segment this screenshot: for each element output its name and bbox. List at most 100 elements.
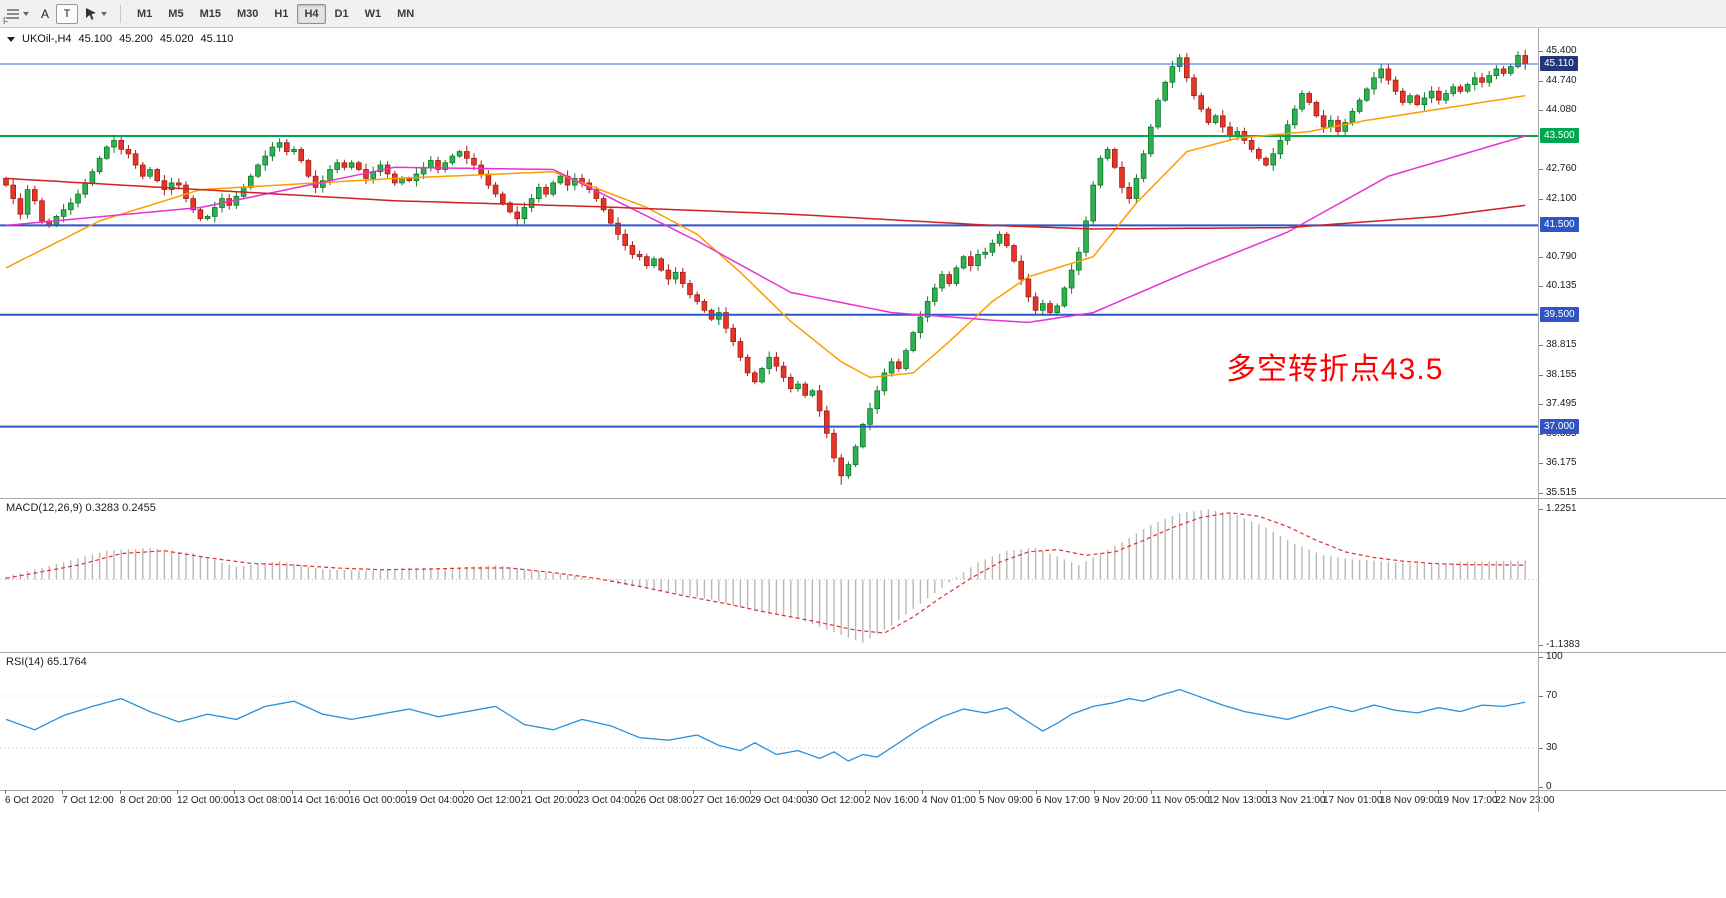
price-badge-43.500: 43.500: [1540, 128, 1579, 143]
ma-slow-red-line[interactable]: [5, 177, 1526, 230]
price-axis-label: 45.400: [1546, 45, 1577, 56]
chevron-down-icon: [101, 11, 108, 16]
price-axis-tick: [1539, 375, 1543, 376]
price-axis-label: 38.155: [1546, 369, 1577, 380]
time-axis-label: 8 Oct 20:00: [120, 795, 172, 806]
price-axis-tick: [1539, 81, 1543, 82]
price-axis-tick: [1539, 463, 1543, 464]
time-axis-label: 9 Nov 20:00: [1094, 795, 1148, 806]
price-axis-label: 44.080: [1546, 104, 1577, 115]
timeframe-m30-button[interactable]: M30: [236, 7, 259, 20]
price-axis-label: 37.495: [1546, 398, 1577, 409]
time-axis-label: 29 Oct 04:00: [750, 795, 808, 806]
font-tool-label: A: [41, 6, 50, 21]
time-axis-tick: [234, 790, 235, 794]
time-axis-tick: [349, 790, 350, 794]
time-axis-tick: [1094, 790, 1095, 794]
ma-fast-orange-line[interactable]: [5, 94, 1526, 379]
ohlc-open: 45.100: [78, 33, 113, 45]
text-tool-label: T: [63, 7, 71, 20]
time-axis-label: 21 Oct 20:00: [521, 795, 579, 806]
chart-title: UKOil-,H4 45.100 45.200 45.020 45.110: [7, 33, 233, 45]
charts-list-button[interactable]: [2, 2, 34, 26]
chevron-down-icon: [23, 11, 29, 16]
ohlc-low: 45.020: [159, 33, 194, 45]
price-axis-label: 44.740: [1546, 75, 1577, 86]
time-axis-tick: [1151, 790, 1152, 794]
time-axis-tick: [177, 790, 178, 794]
time-axis-label: 13 Nov 21:00: [1266, 795, 1326, 806]
time-axis-tick: [1208, 790, 1209, 794]
time-axis-tick: [292, 790, 293, 794]
list-lines-icon: [7, 8, 19, 20]
panel-separator[interactable]: [0, 652, 1726, 653]
price-axis-tick: [1539, 404, 1543, 405]
rsi-label: RSI(14) 65.1764: [6, 656, 87, 668]
timeframe-h4-button[interactable]: H4: [297, 3, 326, 24]
collapse-triangle-icon[interactable]: [7, 37, 15, 42]
time-axis-tick: [635, 790, 636, 794]
time-axis-tick: [5, 790, 6, 794]
time-axis-label: 4 Nov 01:00: [922, 795, 976, 806]
rsi-axis-label: 30: [1546, 742, 1558, 753]
rsi-axis-tick: [1539, 787, 1543, 788]
cursor-tool-button[interactable]: [80, 2, 112, 26]
price-axis-label: 36.175: [1546, 457, 1577, 468]
timeframe-m15-button[interactable]: M15: [199, 7, 221, 20]
time-axis-label: 13 Oct 08:00: [234, 795, 292, 806]
ma-mid-magenta-line[interactable]: [5, 135, 1526, 324]
time-axis-label: 5 Nov 09:00: [979, 795, 1033, 806]
font-tool-button[interactable]: A: [36, 2, 54, 26]
rsi-panel-canvas[interactable]: [0, 653, 1538, 790]
time-axis-label: 6 Nov 17:00: [1036, 795, 1090, 806]
time-axis-tick: [1036, 790, 1037, 794]
timeframe-d1-button[interactable]: D1: [334, 7, 349, 20]
time-axis-label: 12 Oct 00:00: [177, 795, 235, 806]
macd-panel-canvas[interactable]: [0, 499, 1538, 652]
time-axis-tick: [922, 790, 923, 794]
macd-axis-tick: [1539, 645, 1543, 646]
time-axis-separator: [0, 790, 1726, 791]
time-axis-tick: [1495, 790, 1496, 794]
pointer-arrow-icon: [86, 7, 97, 20]
panel-separator[interactable]: [0, 498, 1726, 499]
price-badge-39.500: 39.500: [1540, 307, 1579, 322]
timeframe-mn-button[interactable]: MN: [397, 7, 415, 20]
price-axis-tick: [1539, 51, 1543, 52]
time-axis-label: 17 Nov 01:00: [1323, 795, 1383, 806]
timeframe-m1-button[interactable]: M1: [137, 7, 153, 20]
time-axis-label: 27 Oct 16:00: [693, 795, 751, 806]
time-axis-label: 20 Oct 12:00: [463, 795, 521, 806]
toolbar-f-label: F: [3, 16, 9, 26]
price-axis-label: 42.100: [1546, 193, 1577, 204]
main-chart-canvas[interactable]: [0, 28, 1538, 498]
macd-axis-tick: [1539, 509, 1543, 510]
macd-axis-label: 1.2251: [1546, 503, 1577, 514]
time-axis-tick: [750, 790, 751, 794]
toolbar-separator: [120, 4, 122, 23]
rsi-axis-tick: [1539, 748, 1543, 749]
time-axis-label: 22 Nov 23:00: [1495, 795, 1555, 806]
time-axis-tick: [1380, 790, 1381, 794]
text-tool-button[interactable]: T: [56, 3, 79, 24]
chart-annotation-text: 多空转折点43.5: [1226, 353, 1444, 386]
time-axis-tick: [865, 790, 866, 794]
rsi-axis-label: 0: [1546, 781, 1552, 792]
time-axis[interactable]: 6 Oct 2020 7 Oct 12:00 8 Oct 20:00 12 Oct 0…: [0, 790, 1726, 814]
timeframe-w1-button[interactable]: W1: [364, 7, 382, 20]
time-axis-label: 16 Oct 00:00: [349, 795, 407, 806]
macd-signal-line: [5, 512, 1526, 634]
time-axis-label: 23 Oct 04:00: [578, 795, 636, 806]
rsi-line: [5, 688, 1526, 762]
timeframe-m5-button[interactable]: M5: [168, 7, 184, 20]
time-axis-tick: [979, 790, 980, 794]
rsi-axis-label: 70: [1546, 690, 1558, 701]
price-axis-label: 42.760: [1546, 163, 1577, 174]
timeframe-h1-button[interactable]: H1: [274, 7, 289, 20]
time-axis-label: 30 Oct 12:00: [807, 795, 865, 806]
price-axis-tick: [1539, 110, 1543, 111]
symbol-period-label: UKOil-,H4: [22, 33, 72, 45]
price-axis[interactable]: 45.400 44.740 44.080 42.760 42.100 40.790 40.1…: [1539, 28, 1726, 798]
price-badge-45.110: 45.110: [1540, 56, 1578, 71]
